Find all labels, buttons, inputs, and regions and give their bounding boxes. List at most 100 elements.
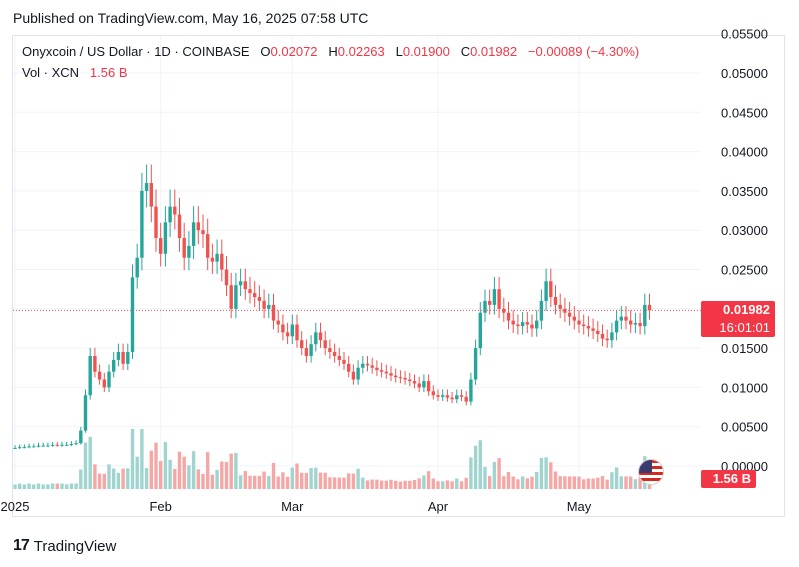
candle-body — [191, 222, 196, 246]
candle-body — [605, 338, 609, 341]
volume-bar — [356, 468, 360, 489]
volume-label[interactable]: Vol · XCN — [22, 65, 80, 80]
candle-body — [633, 322, 638, 325]
candle-body — [130, 277, 135, 353]
candle-body — [582, 324, 586, 327]
volume-bar — [398, 481, 403, 489]
volume-legend: Vol · XCN 1.56 B — [22, 65, 128, 80]
volume-bar — [553, 471, 558, 489]
candle-body — [647, 304, 652, 311]
change-value: −0.00089 (−4.30%) — [527, 44, 640, 59]
volume-bar — [271, 462, 276, 489]
volume-bar — [459, 481, 464, 489]
candle-body — [18, 447, 22, 449]
candle-body — [412, 381, 417, 384]
volume-bar — [41, 484, 45, 489]
tradingview-logo-icon: 17 — [13, 537, 30, 554]
symbol-label[interactable]: Onyxcoin / US Dollar · 1D · COINBASE — [22, 44, 250, 59]
candle-body — [234, 285, 238, 309]
candle-body — [488, 300, 492, 305]
volume-bar — [520, 476, 525, 489]
candle-body — [210, 257, 215, 262]
candle-body — [112, 359, 116, 372]
volume-bar — [253, 475, 257, 489]
candle-body — [46, 445, 50, 447]
volume-bar — [229, 453, 233, 489]
price-axis[interactable]: 0.05500 0.05000 0.04500 0.04000 0.03500 0.030… — [721, 27, 768, 474]
candle-body — [600, 333, 605, 339]
candle-body — [182, 238, 186, 258]
volume-bar — [267, 475, 271, 489]
candle-body — [220, 253, 224, 270]
volume-bar — [567, 476, 572, 489]
candle-body — [173, 206, 177, 215]
volume-bar — [140, 429, 144, 489]
volume-bar — [206, 452, 210, 489]
candle-body — [32, 446, 36, 448]
candle-body — [206, 234, 210, 258]
candle-body — [525, 322, 529, 325]
candle-body — [426, 381, 431, 392]
candle-body — [450, 397, 454, 400]
volume-bar — [281, 472, 285, 489]
candle-body — [304, 348, 309, 356]
candle-body — [567, 312, 572, 317]
candle-body — [290, 324, 294, 337]
candle-body — [74, 443, 78, 445]
price-tick-label: 0.03000 — [721, 223, 768, 238]
volume-bar — [290, 467, 294, 489]
volume-bar — [126, 468, 130, 489]
candle-body — [163, 222, 168, 254]
us-flag-icon[interactable] — [638, 459, 664, 485]
candle-body — [27, 446, 31, 448]
volume-bar — [304, 472, 309, 489]
volume-bar — [403, 480, 407, 489]
candle-body — [257, 297, 262, 301]
time-axis[interactable]: 2025 Feb Mar Apr May — [1, 499, 592, 514]
volume-bar — [163, 442, 168, 489]
volume-bar — [455, 478, 459, 489]
candle-body — [168, 206, 172, 223]
candle-body — [445, 395, 450, 398]
volume-bar — [276, 476, 280, 489]
volume-bar — [337, 477, 341, 489]
candle-body — [586, 326, 591, 329]
volume-bar — [328, 477, 332, 489]
candle-body — [65, 444, 69, 446]
volume-bar — [469, 457, 473, 489]
volume-bar — [314, 467, 318, 489]
volume-bar — [74, 483, 78, 489]
candle-body — [215, 253, 219, 262]
volume-bar — [572, 476, 576, 489]
volume-bar — [591, 478, 595, 489]
candle-body — [285, 332, 290, 337]
volume-bars — [13, 429, 652, 489]
candle-body — [365, 363, 370, 366]
volume-bar — [46, 484, 50, 489]
volume-bar — [238, 475, 243, 489]
volume-bar — [506, 471, 511, 489]
footer-brand[interactable]: 17 TradingView — [13, 537, 116, 555]
volume-bar — [60, 483, 64, 489]
volume-bar — [262, 471, 266, 489]
volume-bar — [577, 476, 581, 489]
candle-body — [126, 352, 130, 364]
close-label: C — [460, 44, 471, 59]
candle-body — [318, 332, 323, 341]
volume-bar — [36, 483, 41, 489]
candle-body — [577, 320, 581, 325]
volume-bar — [18, 483, 22, 489]
volume-bar — [497, 458, 501, 489]
volume-tag: 1.56 B — [701, 470, 756, 488]
candle-body — [323, 340, 327, 349]
volume-bar — [323, 472, 327, 489]
last-price-tag: 0.01982 16:01:01 — [701, 301, 775, 338]
volume-bar — [83, 442, 88, 489]
volume-bar — [210, 474, 215, 489]
candle-body — [50, 444, 55, 446]
candle-body — [229, 285, 233, 309]
candle-body — [384, 371, 388, 374]
volume-bar — [633, 479, 638, 489]
volume-bar — [159, 461, 163, 489]
